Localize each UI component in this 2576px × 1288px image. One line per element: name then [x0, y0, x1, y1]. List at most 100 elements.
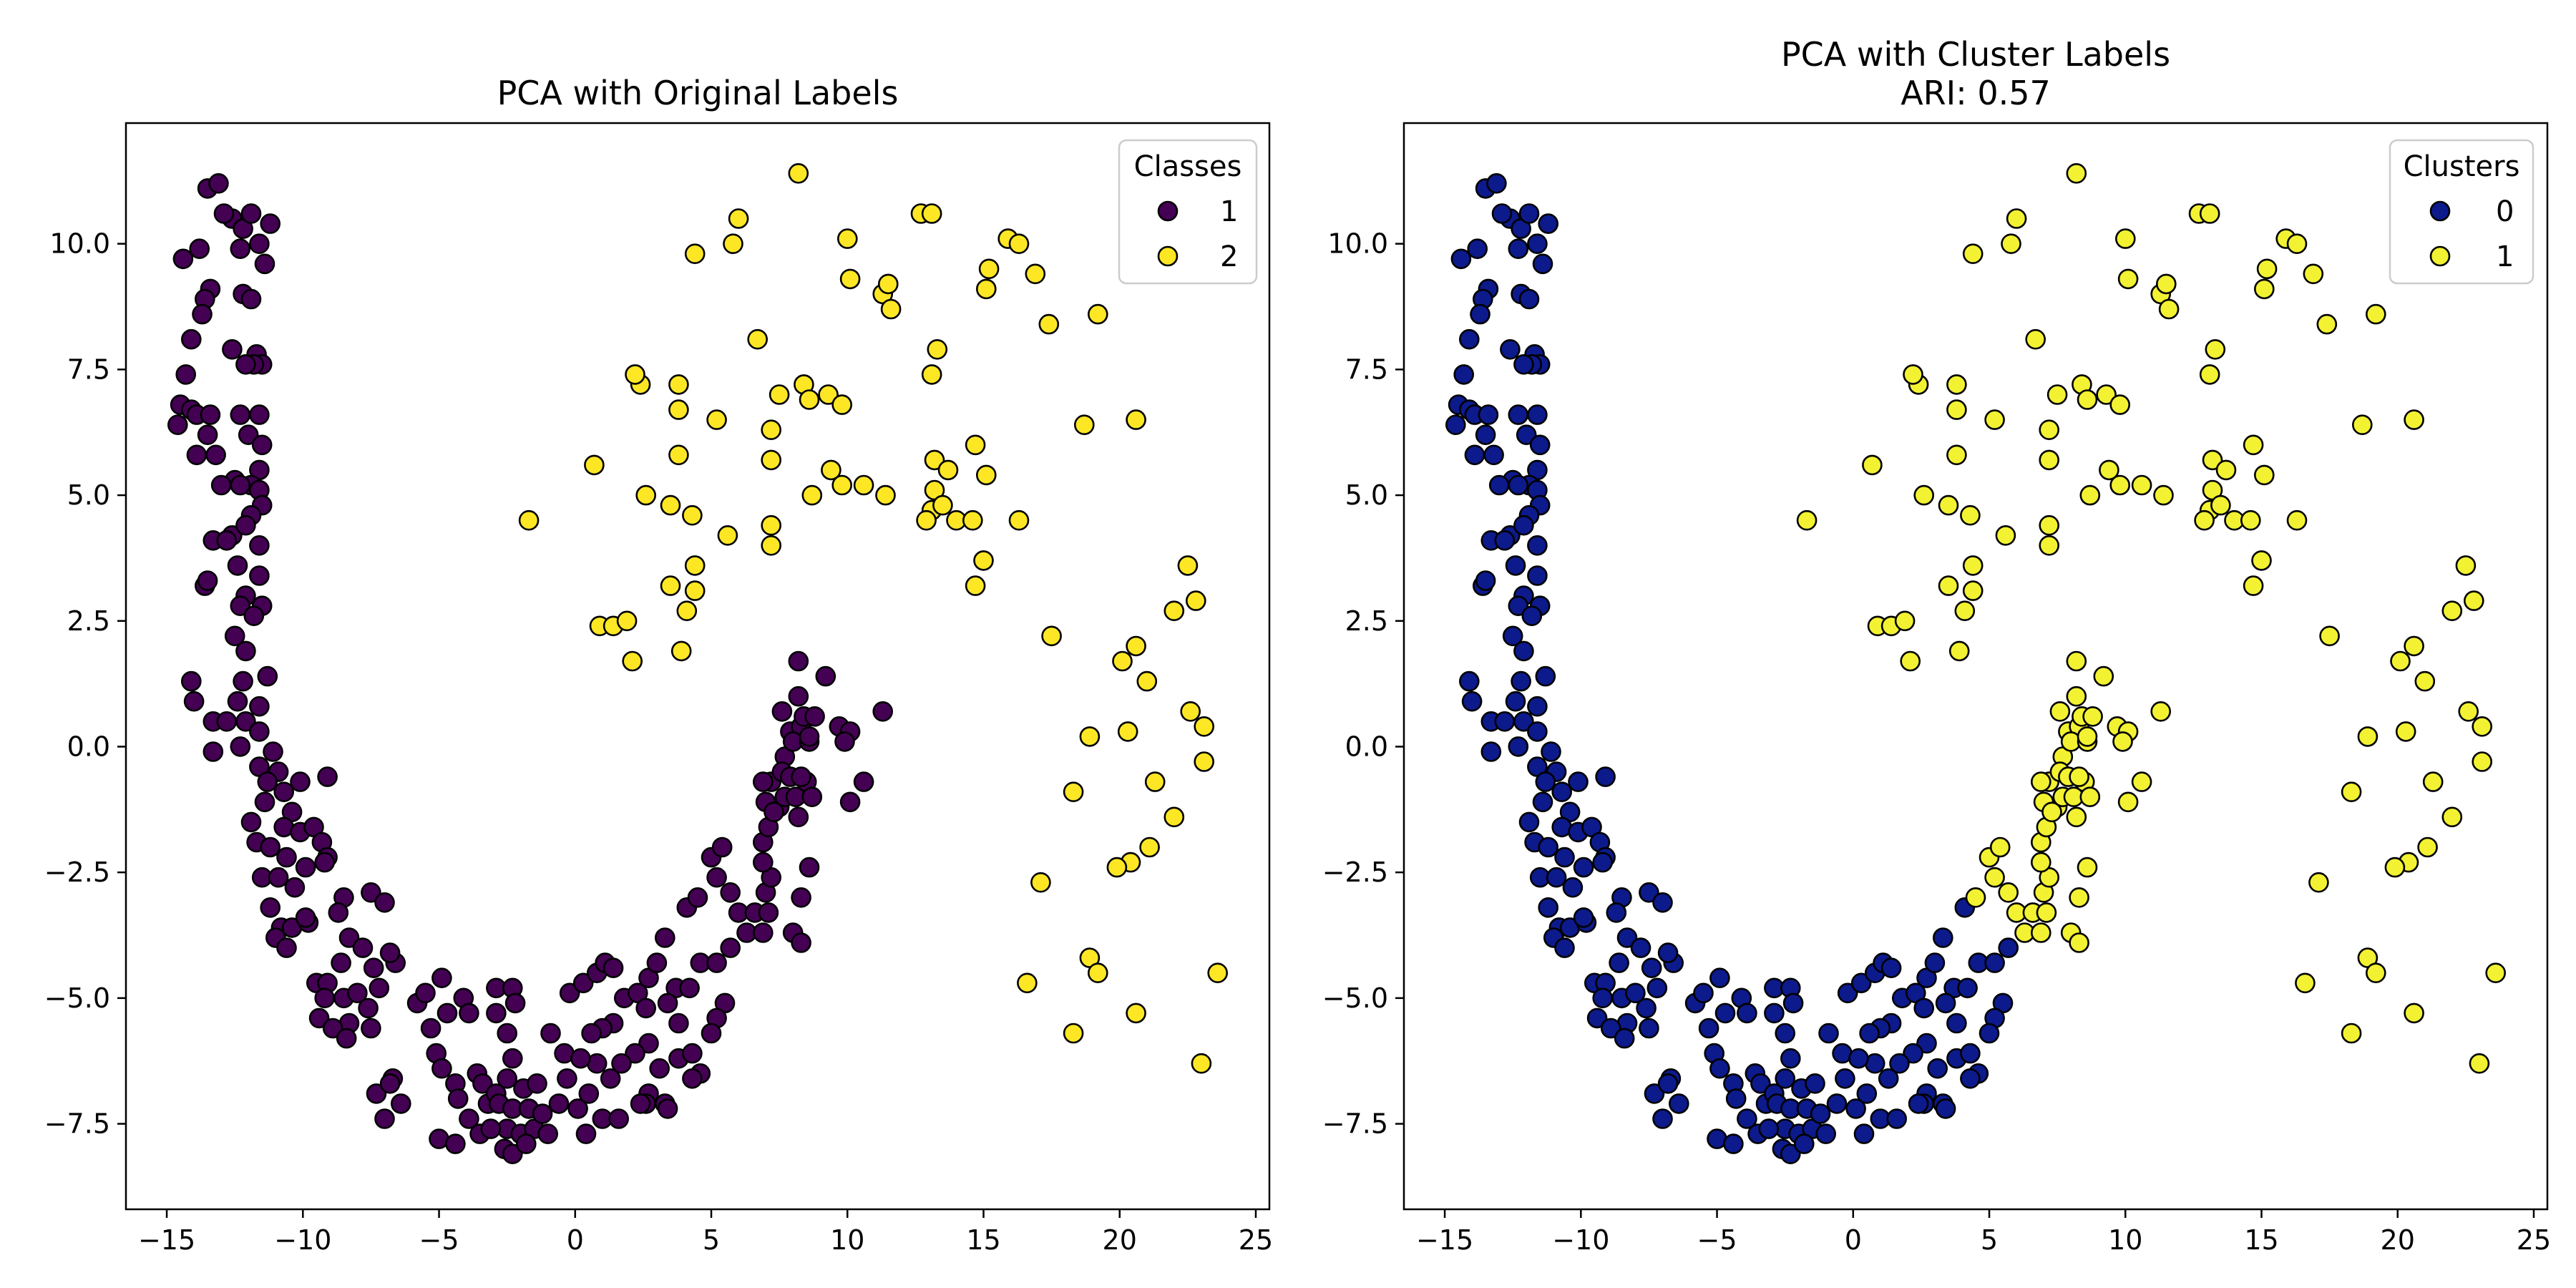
- data-point-series-0: [1984, 952, 2005, 973]
- data-point-series-1: [2251, 550, 2272, 571]
- data-point-series-1: [557, 1068, 577, 1089]
- data-point-series-1: [257, 665, 278, 687]
- data-point-series-1: [527, 1073, 547, 1094]
- y-tick-label: −2.5: [1322, 857, 1388, 888]
- data-point-series-1: [358, 997, 379, 1019]
- y-tick-label: −5.0: [1322, 982, 1388, 1014]
- data-point-series-1: [2131, 771, 2152, 792]
- y-axis-ticks: −7.5 −5.0 −2.5 0.0 2.5 5.0 7.5 10.0: [1322, 228, 1404, 1140]
- data-point-series-1: [706, 867, 727, 888]
- data-point-series-1: [276, 847, 297, 868]
- data-point-series-1: [2115, 228, 2136, 249]
- data-point-series-1: [379, 1073, 401, 1094]
- y-tick-label: 0.0: [67, 731, 110, 762]
- data-point-series-2: [1088, 303, 1108, 325]
- data-point-series-1: [788, 650, 809, 672]
- data-point-series-0: [1491, 203, 1513, 224]
- data-point-series-0: [1554, 937, 1575, 958]
- data-point-series-2: [1038, 313, 1060, 335]
- data-point-series-1: [208, 172, 229, 194]
- data-point-series-1: [180, 670, 202, 692]
- data-point-series-1: [2079, 786, 2101, 807]
- data-point-series-1: [567, 1098, 588, 1119]
- data-point-series-0: [1818, 1023, 1839, 1044]
- data-point-series-1: [2117, 791, 2139, 813]
- data-point-series-2: [878, 273, 899, 295]
- data-point-series-0: [1639, 1018, 1659, 1039]
- data-point-series-1: [753, 771, 774, 792]
- data-point-series-1: [216, 711, 238, 732]
- data-point-series-1: [532, 1103, 553, 1124]
- data-point-series-2: [937, 459, 959, 481]
- data-point-series-0: [1780, 1143, 1801, 1164]
- data-point-series-1: [2150, 701, 2171, 722]
- data-point-series-2: [1180, 701, 1201, 722]
- data-point-series-1: [839, 791, 861, 813]
- data-point-series-1: [361, 882, 381, 903]
- data-point-series-1: [251, 434, 273, 456]
- y-tick-label: 10.0: [1327, 228, 1388, 260]
- legend-marker-class-1: [1157, 200, 1179, 222]
- data-point-series-1: [2286, 509, 2308, 531]
- y-axis-ticks: −7.5 −5.0 −2.5 0.0 2.5 5.0 7.5 10.0: [44, 228, 126, 1140]
- data-point-series-2: [660, 575, 681, 596]
- data-point-series-1: [2117, 268, 2139, 290]
- data-point-series-2: [1163, 600, 1185, 622]
- data-point-series-1: [763, 801, 784, 823]
- x-tick-label: 20: [2381, 1224, 2415, 1256]
- data-point-series-1: [238, 424, 259, 446]
- legend-marker-cluster-0: [2429, 200, 2451, 222]
- data-point-series-0: [1538, 836, 1558, 858]
- chart-title: PCA with Cluster Labels: [1781, 35, 2170, 74]
- data-point-series-0: [1535, 771, 1556, 792]
- legend-marker-cluster-1: [2429, 245, 2451, 267]
- data-point-series-1: [2254, 278, 2275, 300]
- data-point-series-0: [1848, 1048, 1869, 1069]
- data-point-series-0: [1826, 1093, 1848, 1114]
- data-point-series-0: [1835, 1068, 1855, 1089]
- data-point-series-0: [1459, 328, 1480, 350]
- legend-title: Classes: [1134, 150, 1242, 183]
- data-point-series-2: [1106, 857, 1128, 878]
- data-point-series-0: [1960, 1043, 1981, 1064]
- data-point-series-2: [518, 509, 540, 531]
- x-tick-label: 0: [567, 1224, 584, 1256]
- x-tick-label: 20: [1103, 1224, 1137, 1256]
- data-point-series-1: [2131, 474, 2152, 496]
- data-point-series-2: [1030, 872, 1051, 893]
- data-point-series-0: [1480, 741, 1502, 762]
- data-point-series-1: [2472, 751, 2492, 772]
- data-point-series-1: [290, 771, 311, 792]
- data-point-series-1: [502, 1143, 523, 1164]
- data-point-series-0: [1856, 1083, 1878, 1104]
- data-point-series-2: [684, 580, 706, 601]
- x-axis-ticks: −15 −10 −5 0 5 10 15 20 25: [1416, 1209, 2551, 1256]
- data-point-series-1: [216, 530, 238, 551]
- data-point-series-2: [769, 384, 790, 405]
- data-point-series-2: [837, 228, 858, 249]
- data-point-series-0: [1505, 691, 1526, 712]
- data-point-series-1: [711, 836, 733, 858]
- data-point-series-1: [2153, 484, 2174, 506]
- data-point-series-1: [504, 992, 526, 1014]
- data-point-series-2: [625, 364, 645, 385]
- data-point-series-1: [2041, 801, 2062, 823]
- data-point-series-1: [2243, 575, 2264, 596]
- data-point-series-1: [197, 570, 218, 591]
- data-point-series-2: [1136, 670, 1158, 692]
- x-tick-label: 5: [1981, 1224, 1998, 1256]
- data-point-series-2: [821, 459, 841, 481]
- data-point-series-1: [197, 424, 218, 446]
- x-axis-ticks: −15 −10 −5 0 5 10 15 20 25: [138, 1209, 1273, 1256]
- data-point-series-1: [753, 852, 774, 873]
- data-point-series-1: [2066, 806, 2087, 828]
- data-point-series-1: [649, 1058, 670, 1079]
- data-point-series-0: [1636, 997, 1657, 1019]
- data-point-series-2: [1008, 233, 1030, 255]
- data-point-series-0: [1445, 414, 1466, 436]
- data-point-series-0: [1850, 972, 1872, 994]
- data-point-series-2: [635, 484, 657, 506]
- data-point-series-1: [657, 992, 678, 1014]
- data-point-series-1: [682, 1043, 703, 1064]
- data-point-series-1: [853, 771, 874, 792]
